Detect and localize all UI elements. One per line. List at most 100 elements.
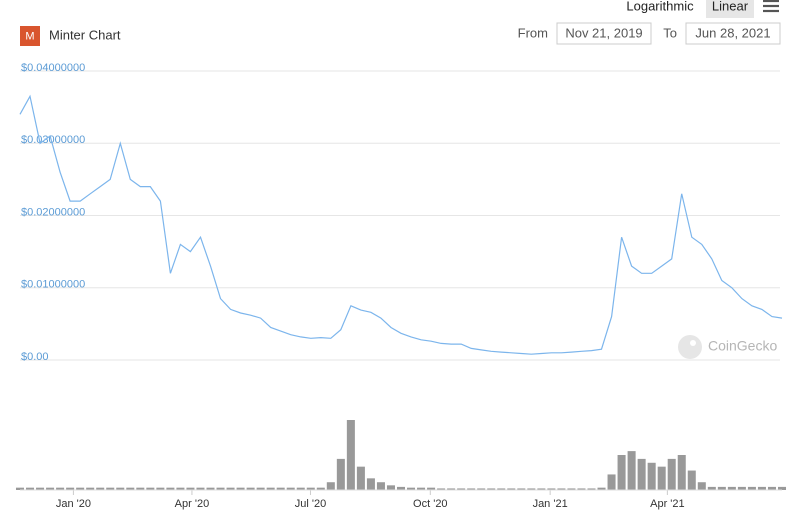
volume-bar [657, 466, 666, 490]
x-tick-label: Oct '20 [413, 498, 448, 510]
to-date[interactable]: Jun 28, 2021 [695, 25, 770, 40]
volume-bar [166, 487, 175, 490]
volume-bar [15, 487, 25, 490]
watermark-text: CoinGecko [708, 338, 777, 354]
y-tick-label: $0.04000000 [21, 62, 85, 74]
volume-bar [336, 458, 345, 490]
x-tick-label: Apr '21 [650, 498, 685, 510]
volume-bar [396, 486, 406, 490]
volume-bar [487, 488, 496, 490]
volume-bar [477, 488, 486, 490]
volume-bar [66, 487, 75, 490]
y-tick-label: $0.02000000 [21, 206, 85, 218]
volume-bar [737, 486, 746, 490]
volume-bar [587, 488, 596, 490]
volume-bar [537, 488, 546, 490]
y-tick-label: $0.01000000 [21, 279, 85, 291]
volume-bar [447, 488, 456, 490]
volume-bar [497, 488, 506, 490]
volume-bar [527, 488, 536, 490]
volume-bar [76, 487, 85, 490]
volume-bar [26, 487, 35, 490]
volume-bar [266, 487, 275, 490]
volume-bar [427, 487, 436, 490]
volume-bar [727, 486, 736, 490]
volume-bar [767, 486, 776, 490]
volume-bar [577, 488, 586, 490]
x-tick-label: Jul '20 [295, 498, 326, 510]
volume-bar [86, 487, 95, 490]
volume-bar [316, 487, 325, 490]
volume-bar [647, 462, 656, 490]
volume-bar [407, 487, 416, 490]
from-date[interactable]: Nov 21, 2019 [565, 25, 642, 40]
volume-bar [276, 487, 285, 490]
volume-bar [717, 486, 726, 490]
volume-bar [326, 482, 335, 490]
volume-bar [517, 488, 526, 490]
volume-bar [417, 487, 426, 490]
volume-bar [106, 487, 115, 490]
volume-bar [547, 488, 556, 490]
volume-bar [637, 458, 646, 490]
volume-bar [296, 487, 305, 490]
volume-bar [136, 487, 145, 490]
volume-bar [457, 488, 466, 490]
volume-bar [667, 458, 676, 490]
x-tick-label: Apr '20 [175, 498, 210, 510]
volume-bar [286, 487, 295, 490]
scale-button[interactable]: Linear [712, 0, 749, 13]
from-label: From [518, 25, 548, 40]
volume-bar [677, 455, 686, 490]
volume-bar [376, 482, 385, 490]
volume-bar [467, 488, 476, 490]
date-input[interactable] [685, 22, 781, 45]
volume-bar [236, 487, 245, 490]
date-input[interactable] [556, 22, 652, 45]
volume-bar [597, 487, 606, 490]
volume-bar [246, 487, 255, 490]
volume-bar [386, 485, 395, 490]
volume-bar [697, 482, 706, 490]
volume-bar [196, 487, 205, 490]
volume-bar [757, 486, 766, 490]
volume-bar [176, 487, 185, 490]
volume-bar [507, 488, 516, 490]
volume-bar [607, 474, 616, 490]
volume-bar [206, 487, 215, 490]
volume-bar [747, 486, 756, 490]
volume-bar [437, 488, 446, 490]
volume-bar [186, 487, 195, 490]
scale-button-bg [706, 0, 754, 18]
x-tick-label: Jan '21 [533, 498, 568, 510]
volume-bar [126, 487, 135, 490]
volume-bar [36, 487, 45, 490]
volume-bar [777, 486, 787, 490]
volume-bar [366, 478, 375, 490]
volume-bar [617, 455, 626, 490]
chart-title: Minter Chart [49, 27, 121, 42]
watermark: CoinGecko [678, 335, 777, 359]
volume-bar [116, 487, 125, 490]
menu-icon[interactable] [763, 0, 779, 13]
volume-bar [627, 451, 636, 490]
volume-bar [156, 487, 165, 490]
volume-bar [356, 466, 365, 490]
volume-bar [567, 488, 576, 490]
scale-button[interactable]: Logarithmic [626, 0, 694, 13]
volume-bar [707, 486, 716, 490]
logo-text: M [25, 30, 34, 42]
volume-bar [557, 488, 566, 490]
y-tick-label: $0.00 [21, 351, 49, 363]
price-line [19, 94, 783, 355]
volume-bar [216, 487, 225, 490]
volume-bar [306, 487, 315, 490]
x-tick-label: Jan '20 [56, 498, 91, 510]
volume-bar [146, 487, 155, 490]
volume-bar [46, 487, 55, 490]
volume-bar [346, 420, 355, 490]
volume-bar [687, 470, 696, 490]
to-label: To [663, 25, 677, 40]
